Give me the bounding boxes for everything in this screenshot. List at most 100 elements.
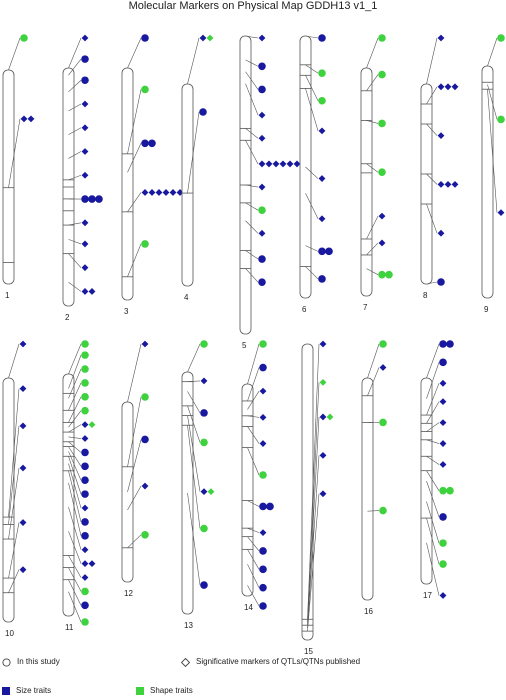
marker-connector (8, 343, 20, 379)
size-circle-marker (141, 139, 149, 148)
size-diamond-marker (439, 592, 447, 599)
marker-connector (127, 243, 142, 277)
marker-connector (68, 37, 82, 69)
marker-connector (68, 355, 82, 389)
marker-connector (426, 542, 440, 596)
shape-circle-marker (497, 34, 505, 42)
marker-connector (68, 58, 82, 76)
size-diamond-marker (444, 83, 452, 91)
marker-connector (127, 89, 142, 154)
size-diamond-marker (439, 379, 447, 387)
size-circle-marker (199, 108, 207, 116)
marker-connector (245, 268, 259, 283)
legend-in-study: In this study (2, 657, 60, 667)
marker-connector (247, 391, 260, 410)
chromosome-label: 12 (124, 589, 133, 598)
size-diamond-marker (81, 560, 89, 568)
marker-connector (68, 531, 82, 564)
marker-connector (426, 480, 440, 518)
marker-connector (487, 37, 498, 67)
marker-connector (247, 367, 260, 402)
marker-connector (366, 215, 379, 240)
size-circle-marker (318, 34, 326, 42)
shape-circle-marker (81, 351, 89, 359)
size-circle-marker (141, 34, 149, 42)
marker-connector (366, 268, 379, 275)
chromosome-bar (420, 83, 433, 285)
size-diamond-marker (319, 451, 327, 459)
size-diamond-marker (451, 181, 459, 188)
marker-connector (68, 436, 82, 439)
size-diamond-marker (81, 264, 89, 272)
shape-circle-marker (141, 531, 149, 539)
size-diamond-marker (81, 100, 89, 108)
marker-connector (367, 343, 380, 379)
size-circle-marker (81, 55, 89, 63)
marker-connector (68, 482, 82, 536)
size-diamond-marker (286, 160, 294, 168)
marker-connector (247, 536, 260, 552)
marker-connector (247, 549, 260, 570)
marker-connector (426, 422, 440, 432)
size-circle-marker (81, 601, 89, 610)
marker-connector (247, 415, 260, 418)
shape-circle-marker (81, 587, 89, 596)
size-diamond-marker (272, 160, 280, 168)
marker-connector (426, 86, 438, 105)
size-circle-marker (259, 547, 267, 555)
size-diamond-marker (169, 189, 177, 196)
open-diamond-icon (181, 657, 190, 667)
chromosome-label: 1 (5, 291, 10, 300)
marker-connector (307, 416, 320, 626)
marker-connector (247, 447, 260, 476)
shape-circle-marker (497, 115, 505, 124)
chromosome-bar (2, 69, 15, 285)
marker-connector (68, 222, 82, 226)
size-diamond-marker (141, 340, 149, 348)
shape-circle-marker (20, 34, 28, 42)
chromosome-label: 9 (484, 305, 489, 314)
marker-connector (245, 220, 259, 234)
marker-connector (127, 143, 142, 173)
size-diamond-marker (141, 189, 149, 196)
marker-connector (305, 35, 319, 39)
size-diamond-marker (81, 171, 89, 179)
size-diamond-marker (141, 482, 149, 490)
marker-connector (366, 74, 379, 91)
size-diamond-marker (439, 440, 447, 447)
size-diamond-marker (378, 239, 386, 247)
marker-connector (8, 388, 20, 518)
size-diamond-marker (88, 288, 96, 295)
chromosome-label: 17 (423, 591, 432, 600)
shape-circle-marker (439, 486, 447, 495)
size-swatch-icon (2, 687, 10, 695)
shape-circle-marker (200, 524, 208, 533)
size-diamond-marker (451, 83, 459, 91)
size-diamond-marker (265, 160, 273, 168)
size-diamond-marker (379, 364, 387, 371)
marker-connector (68, 470, 82, 522)
marker-connector (68, 174, 82, 181)
size-circle-marker (141, 435, 149, 444)
marker-connector (426, 401, 440, 424)
size-diamond-marker (81, 574, 89, 581)
chromosome-label: 16 (364, 607, 373, 616)
chromosome-label: 8 (423, 291, 428, 300)
marker-connector (68, 424, 82, 433)
size-diamond-marker (444, 181, 452, 188)
marker-connector (68, 579, 82, 606)
marker-connector (68, 103, 82, 112)
marker-connector (68, 456, 82, 495)
shape-diamond-marker (88, 421, 96, 429)
marker-connector (68, 451, 82, 481)
marker-connector (426, 383, 440, 416)
marker-connector (245, 83, 259, 116)
marker-connector (426, 343, 440, 379)
marker-connector (187, 492, 201, 586)
size-circle-marker (258, 85, 266, 94)
marker-connector (8, 522, 20, 579)
size-diamond-marker (439, 419, 447, 426)
legend-shape-label: Shape traits (150, 686, 193, 695)
size-circle-marker (81, 448, 89, 457)
